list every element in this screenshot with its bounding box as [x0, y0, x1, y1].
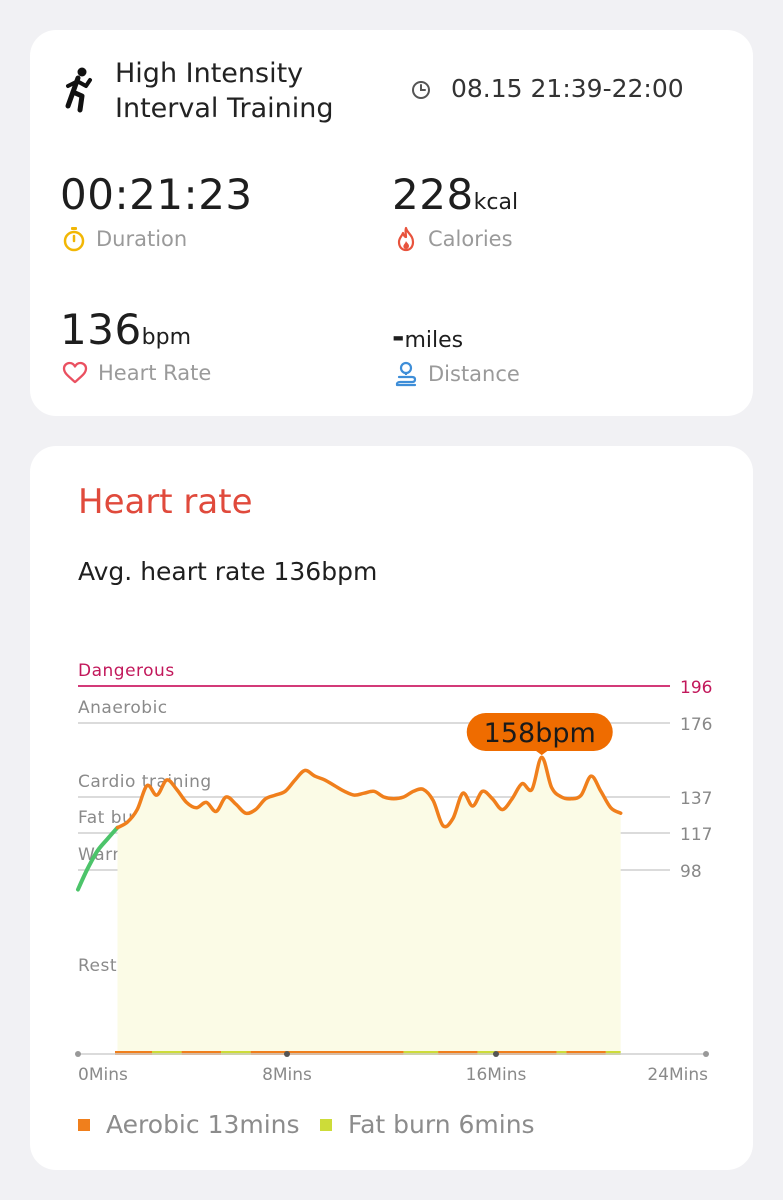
avg-heart-rate-text: Avg. heart rate 136bpm: [78, 557, 378, 586]
calories-unit: kcal: [473, 190, 519, 215]
zone-bar-segment-fat_burn: [152, 1051, 182, 1055]
workout-title-line2: Interval Training: [115, 93, 334, 124]
duration-label-row: Duration: [62, 226, 187, 252]
heart-rate-series-line: [115, 755, 623, 830]
zone-bar-segment-aerobic: [115, 1051, 152, 1055]
calories-value: 228: [392, 170, 474, 219]
workout-summary-card: High Intensity Interval Training 08.15 2…: [30, 30, 753, 416]
x-tick-dot: [703, 1051, 709, 1057]
distance-value: -: [392, 320, 405, 355]
zone-threshold-fat-burning: 117: [680, 825, 712, 845]
workout-title: High Intensity Interval Training: [115, 56, 334, 126]
heart-rate-chart: 196 Dangerous 176 Anaerobic 137 Cardio traini…: [75, 661, 712, 1085]
distance-unit: miles: [404, 328, 464, 353]
calories-label-row: Calories: [394, 226, 513, 252]
aerobic-swatch: [78, 1118, 90, 1131]
zone-threshold-cardio-training: 137: [680, 789, 712, 809]
zone-bar-segment-fat_burn: [221, 1051, 251, 1055]
zone-bar-segment-aerobic: [438, 1051, 478, 1055]
fat-burn-swatch: [320, 1118, 332, 1131]
zone-bar-segment-fat_burn: [556, 1051, 567, 1055]
calories-stat: 228kcal: [392, 170, 518, 219]
zone-threshold-dangerous: 196: [680, 678, 712, 698]
peak-bubble: [466, 713, 613, 751]
flame-icon: [397, 226, 415, 252]
peak-bubble-pointer: [534, 750, 549, 756]
legend-fat-burn: Fat burn 6mins: [320, 1110, 535, 1139]
legend-aerobic: Aerobic 13mins: [78, 1110, 300, 1139]
location-route-icon: [395, 361, 417, 387]
heart-rate-unit: bpm: [141, 325, 192, 350]
zone-label-anaerobic: Anaerobic: [78, 698, 168, 718]
duration-value: 00:21:23: [60, 170, 253, 219]
zone-threshold-warm-up: 98: [680, 862, 702, 882]
zone-bar-segment-fat_burn: [403, 1051, 439, 1055]
stopwatch-icon: [63, 227, 85, 252]
workout-title-line1: High Intensity: [115, 58, 304, 89]
x-tick-dot: [75, 1051, 81, 1057]
duration-label: Duration: [96, 227, 188, 251]
zone-bar-segment-aerobic: [566, 1051, 606, 1055]
heart-icon: [62, 361, 88, 384]
zone-bar-segment-fat_burn: [477, 1051, 498, 1055]
clock-icon: [412, 81, 430, 99]
zone-threshold-anaerobic: 176: [680, 715, 712, 735]
distance-label: Distance: [428, 362, 520, 386]
x-tick-dot: [284, 1051, 290, 1057]
zone-bar-segment-aerobic: [181, 1051, 222, 1055]
zone-label-dangerous: Dangerous: [78, 661, 175, 681]
x-tick-dot: [493, 1051, 499, 1057]
x-tick-label: 0Mins: [78, 1065, 128, 1085]
heart-rate-label-row: Heart Rate: [62, 361, 211, 385]
distance-stat: -miles: [392, 320, 463, 355]
hiit-running-icon: [65, 67, 92, 113]
heart-rate-title: Heart rate: [78, 482, 253, 522]
x-tick-label: 16Mins: [466, 1065, 527, 1085]
duration-stat: 00:21:23: [60, 170, 253, 219]
zone-bar-segment-aerobic: [250, 1051, 404, 1055]
heart-rate-card: Heart rate Avg. heart rate 136bpm 196 Dan…: [30, 446, 753, 1170]
x-tick-label: 8Mins: [262, 1065, 312, 1085]
heart-rate-value: 136: [60, 305, 142, 354]
zone-bar-segment-fat_burn: [605, 1051, 621, 1055]
zone-bar-segment-aerobic: [497, 1051, 557, 1055]
x-tick-label: 24Mins: [647, 1065, 708, 1085]
warmup-series-line: [76, 825, 120, 892]
heart-rate-label: Heart Rate: [98, 361, 212, 385]
peak-label: 158bpm: [484, 718, 596, 749]
heart-rate-stat: 136bpm: [60, 305, 191, 354]
zone-label-cardio-training: Cardio training: [78, 772, 212, 792]
workout-time-range: 08.15 21:39-22:00: [451, 74, 684, 103]
distance-label-row: Distance: [394, 361, 520, 387]
calories-label: Calories: [428, 227, 513, 251]
chart-area-fill: [117, 757, 621, 1054]
legend-aerobic-label: Aerobic 13mins: [106, 1110, 300, 1139]
legend-fat-burn-label: Fat burn 6mins: [348, 1110, 535, 1139]
